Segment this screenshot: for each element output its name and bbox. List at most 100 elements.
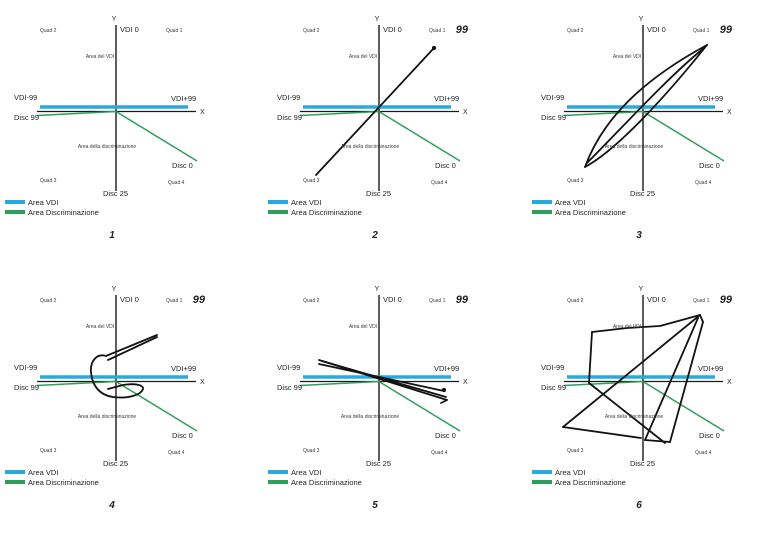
vdi0-label: VDI 0 <box>383 25 402 34</box>
vdi-minus99-label: VDI-99 <box>14 363 37 372</box>
y-axis-label: Y <box>112 16 117 23</box>
score-99-label: 99 <box>456 294 469 306</box>
legend-discrimination-label: Area Discriminazione <box>555 478 626 487</box>
trajectory-path <box>584 44 708 168</box>
legend-vdi-label: Area VDI <box>28 468 58 477</box>
disc99-label: Disc 99 <box>541 113 566 122</box>
quad2-label: Quad 2 <box>303 28 320 34</box>
y-axis-label: Y <box>639 286 644 293</box>
discrimination-line-left <box>299 380 380 387</box>
trajectory <box>318 359 448 404</box>
disc0-label: Disc 0 <box>699 431 720 440</box>
quad1-label: Quad 1 <box>429 298 446 304</box>
vdi0-label: VDI 0 <box>120 25 139 34</box>
legend-discrimination-label: Area Discriminazione <box>291 208 362 217</box>
x-axis-label: X <box>727 109 732 116</box>
vdi-plus99-label: VDI+99 <box>171 94 196 103</box>
score-99-label: 99 <box>720 294 733 306</box>
discrimination-line-right <box>642 110 725 162</box>
vdi-minus99-label: VDI-99 <box>277 93 300 102</box>
trajectory-path <box>440 399 448 404</box>
panel-1: Y VDI 0 Quad 2 Quad 1 Area del VDI VDI-9… <box>0 0 236 250</box>
trajectory-path <box>669 321 704 443</box>
y-axis-label: Y <box>375 286 380 293</box>
trajectory-path <box>562 314 701 428</box>
quadrant-plot: Y VDI 0 Quad 2 Quad 1 Area del VDI VDI-9… <box>5 286 206 511</box>
quad1-label: Quad 1 <box>166 298 183 304</box>
trajectory <box>584 44 708 168</box>
discrimination-line-left <box>36 110 117 117</box>
disc25-label: Disc 25 <box>103 189 128 198</box>
quad1-label: Quad 1 <box>429 28 446 34</box>
disc0-label: Disc 0 <box>172 161 193 170</box>
vdi-plus99-label: VDI+99 <box>698 364 723 373</box>
vdi-minus99-label: VDI-99 <box>541 93 564 102</box>
vdi0-label: VDI 0 <box>383 295 402 304</box>
disc25-label: Disc 25 <box>366 459 391 468</box>
disc0-label: Disc 0 <box>172 431 193 440</box>
disc0-label: Disc 0 <box>435 161 456 170</box>
x-axis-label: X <box>463 379 468 386</box>
quad3-label: Quad 3 <box>567 448 584 454</box>
trajectory-endpoint-dot <box>431 45 437 51</box>
vdi0-label: VDI 0 <box>647 295 666 304</box>
quadrant-plot: Y VDI 0 Quad 2 Quad 1 Area del VDI VDI-9… <box>532 286 733 511</box>
quad1-label: Quad 1 <box>693 298 710 304</box>
area-discrimination-label: Area della discriminazione <box>605 144 664 150</box>
trajectory-path <box>584 44 708 168</box>
area-vdi-label: Area del VDI <box>86 54 114 60</box>
vdi-plus99-label: VDI+99 <box>698 94 723 103</box>
score-99-label: 99 <box>720 24 733 36</box>
legend-vdi-label: Area VDI <box>555 468 585 477</box>
panel-number: 3 <box>636 230 642 241</box>
trajectory-path <box>562 426 642 439</box>
quad4-label: Quad 4 <box>695 180 712 186</box>
y-axis-label: Y <box>112 286 117 293</box>
area-vdi-label: Area del VDI <box>86 324 114 330</box>
score-99-label: 99 <box>193 294 206 306</box>
panel-6: Y VDI 0 Quad 2 Quad 1 Area del VDI VDI-9… <box>527 270 763 520</box>
panel-number: 4 <box>108 500 115 511</box>
area-vdi-label: Area del VDI <box>349 324 377 330</box>
legend-vdi-label: Area VDI <box>555 198 585 207</box>
trajectory-path <box>315 47 435 176</box>
trajectory-path <box>107 336 158 361</box>
quadrant-plot: Y VDI 0 Quad 2 Quad 1 Area del VDI VDI-9… <box>5 16 205 241</box>
disc99-label: Disc 99 <box>277 383 302 392</box>
quad2-label: Quad 2 <box>40 28 57 34</box>
area-discrimination-label: Area della discriminazione <box>341 414 400 420</box>
trajectory <box>90 334 158 399</box>
quad3-label: Quad 3 <box>40 178 57 184</box>
trajectory-path <box>321 360 447 398</box>
y-axis-label: Y <box>639 16 644 23</box>
trajectory-path <box>644 317 699 441</box>
panel-2: Y VDI 0 Quad 2 Quad 1 Area del VDI VDI-9… <box>263 0 499 250</box>
legend-discrimination-label: Area Discriminazione <box>28 478 99 487</box>
x-axis-label: X <box>200 379 205 386</box>
disc0-label: Disc 0 <box>435 431 456 440</box>
discrimination-line-right <box>642 380 725 432</box>
quadrant-plot: Y VDI 0 Quad 2 Quad 1 Area del VDI VDI-9… <box>268 286 469 511</box>
trajectory-path <box>90 334 158 399</box>
trajectory-path <box>588 382 666 444</box>
area-discrimination-label: Area della discriminazione <box>605 414 664 420</box>
quad2-label: Quad 2 <box>40 298 57 304</box>
panel-number: 6 <box>636 500 642 511</box>
panel-number: 2 <box>371 230 378 241</box>
legend-discrimination-label: Area Discriminazione <box>28 208 99 217</box>
disc99-label: Disc 99 <box>541 383 566 392</box>
quadrant-plot: Y VDI 0 Quad 2 Quad 1 Area del VDI VDI-9… <box>268 16 469 241</box>
area-vdi-label: Area del VDI <box>349 54 377 60</box>
disc0-label: Disc 0 <box>699 161 720 170</box>
discrimination-line-right <box>115 380 198 432</box>
vdi-plus99-label: VDI+99 <box>171 364 196 373</box>
disc25-label: Disc 25 <box>630 189 655 198</box>
discrimination-line-left <box>563 380 644 387</box>
quad3-label: Quad 3 <box>40 448 57 454</box>
legend-discrimination-label: Area Discriminazione <box>555 208 626 217</box>
quad4-label: Quad 4 <box>695 450 712 456</box>
disc25-label: Disc 25 <box>103 459 128 468</box>
panel-5: Y VDI 0 Quad 2 Quad 1 Area del VDI VDI-9… <box>263 270 499 520</box>
discrimination-line-right <box>115 110 198 162</box>
